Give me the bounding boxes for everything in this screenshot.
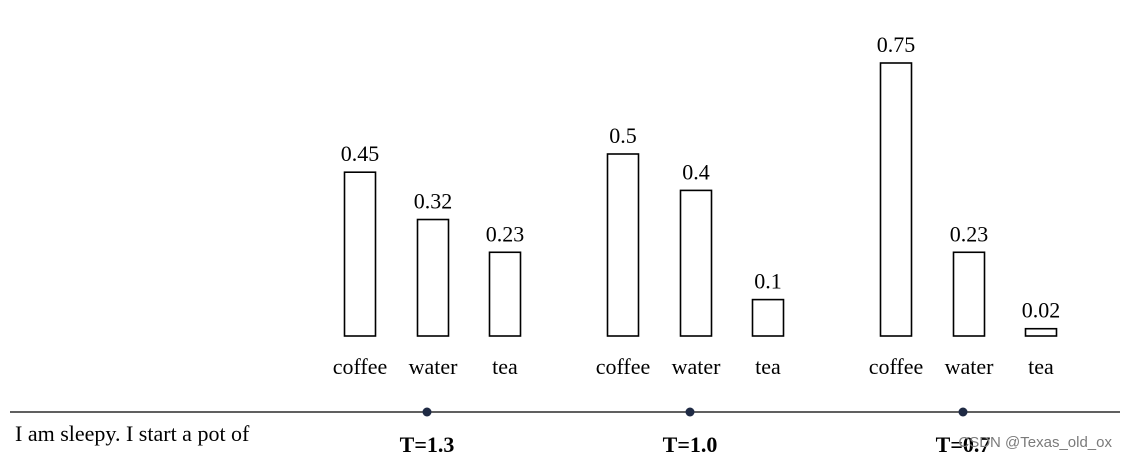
timeline-dot	[422, 407, 432, 417]
bar-tea	[1024, 327, 1058, 337]
bar-coffee	[343, 171, 377, 337]
value-label: 0.23	[486, 221, 525, 246]
bar-water	[416, 218, 450, 337]
bar-water	[679, 189, 713, 337]
bar-coffee	[879, 62, 913, 337]
prompt-text: I am sleepy. I start a pot of	[15, 421, 250, 446]
temperature-label: T=0.7	[936, 432, 991, 457]
category-label: tea	[492, 354, 518, 379]
category-label: coffee	[596, 354, 651, 379]
bar-tea	[488, 251, 522, 337]
category-label: tea	[1028, 354, 1054, 379]
value-label: 0.1	[754, 269, 782, 294]
watermark: CSDN @Texas_old_ox	[958, 434, 1112, 451]
bar-tea	[751, 298, 785, 337]
bar-coffee	[606, 153, 640, 337]
value-label: 0.32	[414, 189, 453, 214]
temperature-label: T=1.0	[663, 432, 718, 457]
value-label: 0.5	[609, 123, 637, 148]
value-label: 0.02	[1022, 298, 1061, 323]
category-label: coffee	[869, 354, 924, 379]
category-label: water	[672, 354, 722, 379]
value-label: 0.23	[950, 221, 989, 246]
category-label: coffee	[333, 354, 388, 379]
temperature-label: T=1.3	[400, 432, 455, 457]
bar-water	[952, 251, 986, 337]
value-label: 0.4	[682, 159, 710, 184]
value-label: 0.45	[341, 141, 380, 166]
timeline-dot	[958, 407, 968, 417]
category-label: tea	[755, 354, 781, 379]
category-label: water	[409, 354, 459, 379]
timeline-dot	[685, 407, 695, 417]
category-label: water	[945, 354, 995, 379]
value-label: 0.75	[877, 32, 916, 57]
